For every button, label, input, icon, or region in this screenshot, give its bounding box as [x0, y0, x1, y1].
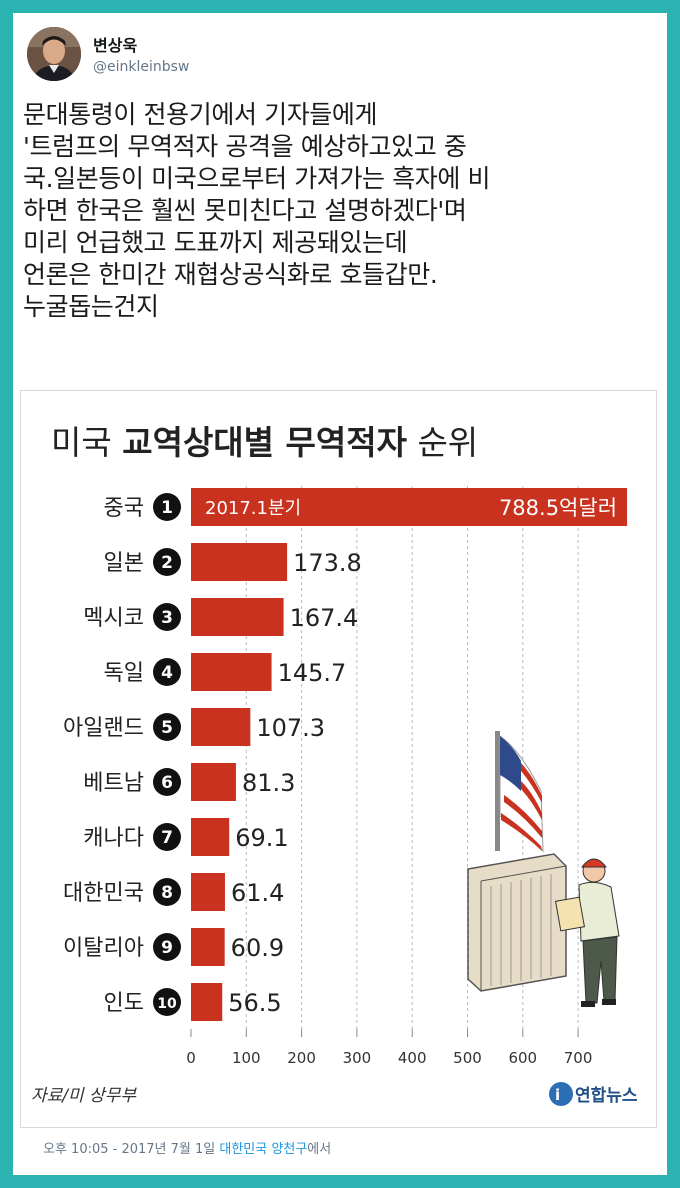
rank-badge: [153, 713, 181, 741]
tweet-location[interactable]: 대한민국 양천구: [219, 1142, 308, 1157]
chart-gridlines: [190, 486, 579, 1037]
rank-number: 8: [161, 883, 173, 903]
value-label: 56.5: [228, 989, 281, 1017]
data-bar: [191, 488, 628, 526]
category-label: 인도: [104, 991, 144, 1016]
data-bar: [191, 818, 230, 856]
flag-pole: [495, 731, 500, 851]
category-label: 대한민국: [63, 881, 144, 906]
tweet-text-line: 누굴돕는건지: [23, 292, 159, 321]
rank-badge: [153, 548, 181, 576]
data-bar: [191, 708, 251, 746]
tweet-meta: 오후 10:05 - 2017년 7월 1일 대한민국 양천구에서: [43, 1138, 331, 1157]
tweet-timestamp[interactable]: 오후 10:05 - 2017년 7월 1일: [43, 1142, 216, 1157]
chart-source: 자료/미 상무부: [31, 1086, 137, 1106]
data-bar: [191, 598, 284, 636]
data-bar: [191, 763, 236, 801]
rank-badge: [153, 603, 181, 631]
chart-title-suffix: 순위: [407, 423, 478, 462]
brand-name: 연합뉴스: [575, 1085, 638, 1106]
tweet-text-line: 하면 한국은 훨씬 못미친다고 설명하겠다'며: [23, 196, 467, 225]
tweet-location-suffix: 에서: [307, 1142, 332, 1157]
chart-title-bold: 교역상대별 무역적자: [122, 423, 407, 462]
rank-number: 9: [161, 938, 173, 958]
category-label: 중국: [104, 496, 144, 521]
value-label: 60.9: [231, 934, 284, 962]
rank-number: 7: [161, 828, 173, 848]
x-axis-ticks: 0 100 200 300 400 500 600 700: [186, 1049, 592, 1067]
category-label: 아일랜드: [63, 716, 144, 741]
chart-title-prefix: 미국: [51, 423, 122, 462]
value-label: 788.5억달러: [499, 496, 617, 520]
rank-badge: [153, 823, 181, 851]
tweet-text-line: 미리 언급했고 도표까지 제공돼있는데: [23, 228, 408, 257]
data-bar: [191, 543, 288, 581]
tweet-text-line: 국.일본등이 미국으로부터 가져가는 흑자에 비: [23, 164, 491, 193]
category-label: 일본: [104, 551, 144, 576]
x-tick-label: 300: [343, 1049, 372, 1067]
value-label: 145.7: [278, 659, 347, 687]
rank-number: 5: [161, 718, 173, 738]
tweet-text-line: 언론은 한미간 재협상공식화로 호들갑만.: [23, 260, 438, 289]
value-label: 61.4: [231, 879, 284, 907]
rank-number: 1: [161, 498, 173, 518]
x-tick-label: 700: [564, 1049, 593, 1067]
category-label: 이탈리아: [63, 936, 144, 961]
data-bar: [191, 873, 225, 911]
value-label: 173.8: [293, 549, 362, 577]
tweet-text-line: '트럼프의 무역적자 공격을 예상하고있고 중: [23, 132, 467, 161]
value-label: 81.3: [242, 769, 295, 797]
data-bar: [191, 983, 223, 1021]
tweet-text: 문대통령이 전용기에서 기자들에게 '트럼프의 무역적자 공격을 예상하고있고 …: [23, 99, 663, 323]
x-tick-label: 600: [508, 1049, 537, 1067]
author-handle[interactable]: @einkleinbsw: [93, 59, 190, 75]
svg-text:i: i: [555, 1086, 560, 1104]
category-label: 멕시코: [83, 606, 144, 631]
rank-badge: [153, 658, 181, 686]
x-tick-label: 500: [453, 1049, 482, 1067]
data-bar: [191, 653, 272, 691]
value-label: 107.3: [256, 714, 325, 742]
rank-badge: [153, 933, 181, 961]
value-label: 69.1: [235, 824, 288, 852]
value-label: 167.4: [290, 604, 359, 632]
rank-number: 6: [161, 773, 173, 793]
rank-number: 2: [161, 553, 173, 573]
author-name[interactable]: 변상욱: [93, 36, 138, 55]
rank-number: 3: [161, 608, 173, 628]
brand-icon: [549, 1082, 573, 1106]
avatar[interactable]: [27, 27, 81, 81]
rank-number: 4: [161, 663, 173, 683]
tweet-text-line: 문대통령이 전용기에서 기자들에게: [23, 100, 378, 129]
x-tick-label: 400: [398, 1049, 427, 1067]
rank-badge: [153, 493, 181, 521]
rank-number: 10: [157, 996, 177, 1012]
rank-badge: [153, 988, 181, 1016]
rank-badge: [153, 878, 181, 906]
avatar-image: [27, 27, 81, 81]
brand-logo: i 연합뉴스: [549, 1082, 638, 1106]
category-label: 독일: [104, 661, 144, 686]
category-label: 베트남: [83, 771, 144, 796]
x-tick-label: 0: [186, 1049, 196, 1067]
x-tick-label: 200: [287, 1049, 316, 1067]
chart-title: 미국 교역상대별 무역적자 순위: [51, 423, 478, 462]
tweet-card: 변상욱 @einkleinbsw 문대통령이 전용기에서 기자들에게 '트럼프의…: [13, 13, 667, 1175]
data-bar: [191, 928, 225, 966]
x-tick-label: 100: [232, 1049, 261, 1067]
rank-badge: [153, 768, 181, 796]
period-label: 2017.1분기: [205, 498, 301, 519]
flag-crate-illustration: [467, 731, 620, 1007]
category-label: 캐나다: [83, 826, 144, 851]
